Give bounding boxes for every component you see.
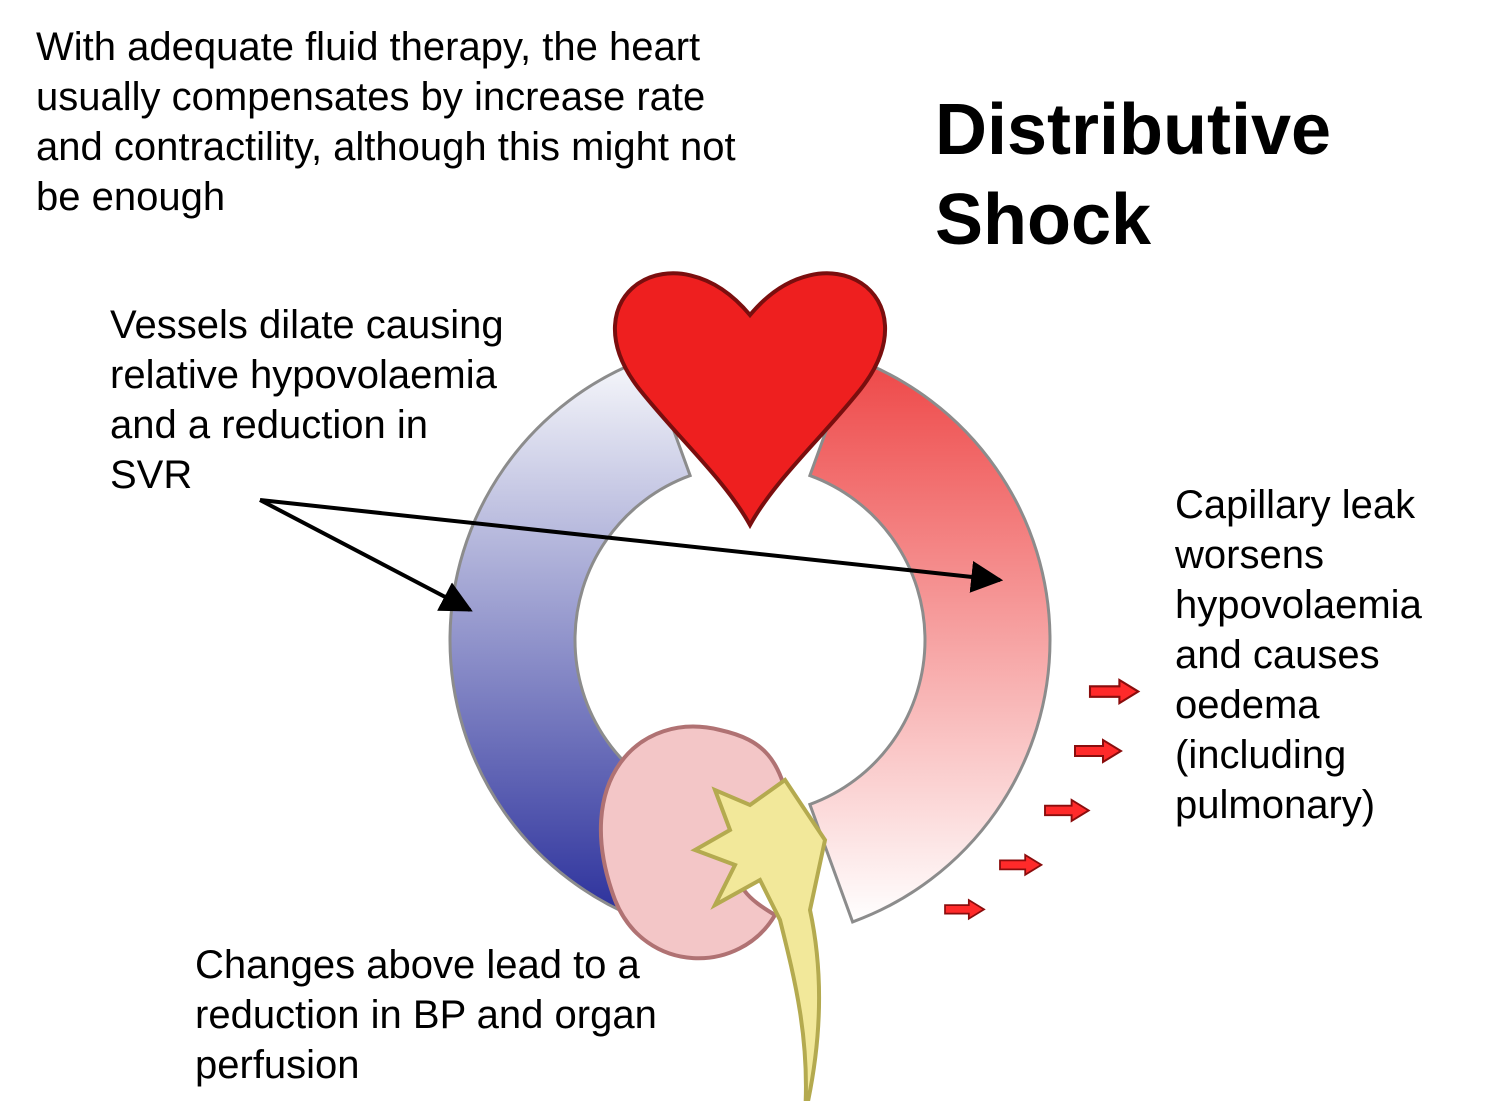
leak-arrow-icon (945, 900, 984, 919)
leak-arrow-icon (1045, 800, 1089, 821)
kidney-icon (601, 727, 825, 1101)
vessel-arc-right (810, 358, 1050, 922)
diagram-canvas (0, 0, 1500, 1101)
leak-arrow-icon (1090, 680, 1138, 703)
pointer-arrow (260, 500, 470, 610)
leak-arrow-icon (1000, 855, 1041, 875)
leak-arrow-icon (1075, 740, 1121, 762)
